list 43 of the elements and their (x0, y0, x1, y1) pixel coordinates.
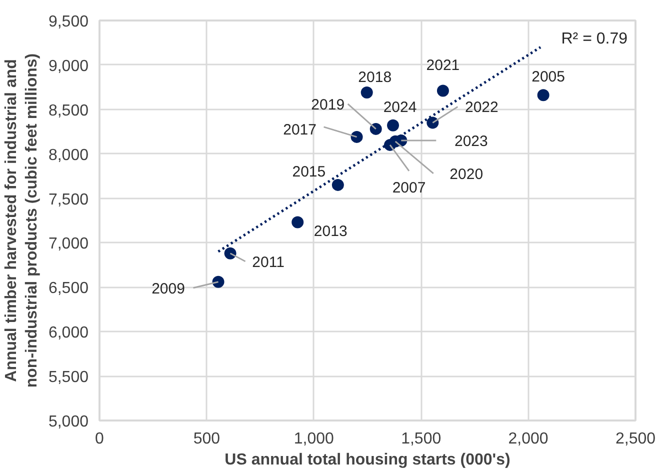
x-tick-label: 0 (95, 430, 104, 448)
x-tick-label: 1,000 (294, 430, 334, 448)
point (360, 86, 373, 98)
annotation: 2021 (426, 57, 460, 74)
x-tick-label: 1,500 (401, 430, 442, 448)
point (212, 276, 224, 288)
annotation: 2015 (292, 163, 326, 180)
annotation: 2022 (464, 99, 498, 116)
annotation: 2019 (311, 96, 345, 114)
annotation: 2009 (152, 280, 185, 298)
y-tick-label: 6,000 (48, 324, 89, 342)
point (224, 247, 236, 260)
annotation: 2013 (314, 222, 348, 240)
annotation: 2023 (454, 133, 488, 150)
point (350, 130, 363, 143)
y-tick-label: 8,500 (48, 102, 89, 120)
point (370, 122, 382, 135)
annotation: 2011 (252, 254, 284, 271)
point (436, 84, 449, 97)
y-axis-title: Annual timber harvested for industrial and non-industrial products (cubic feet millions) (3, 53, 40, 388)
y-tick-label: 9,000 (48, 58, 89, 75)
point (332, 178, 344, 191)
annotation: 2005 (532, 68, 565, 86)
y-tick-label: 7,000 (48, 236, 89, 253)
y-tick-label: 7,500 (48, 191, 89, 208)
x-tick-label: 2,500 (615, 430, 656, 448)
annotation: 2024 (383, 98, 417, 116)
annotation: 2007 (392, 179, 426, 196)
y-tick-label: 8,000 (48, 146, 89, 164)
x-tick-label: 2,000 (508, 430, 548, 448)
point (387, 119, 400, 132)
point (537, 89, 550, 102)
x-tick-label: 500 (193, 430, 220, 448)
y-tick-label: 9,500 (48, 14, 89, 30)
annotation: 2018 (358, 69, 392, 86)
y-tick-label: 5,500 (48, 369, 89, 386)
annotation: 2020 (450, 166, 484, 183)
point (292, 216, 304, 228)
y-tick-label: 5,000 (48, 414, 89, 430)
annotation: R² = 0.79 (561, 30, 628, 48)
annotation: 2017 (283, 121, 316, 138)
x-axis-title: US annual total housing starts (000's) (224, 452, 510, 468)
y-tick-label: 6,500 (48, 280, 89, 298)
